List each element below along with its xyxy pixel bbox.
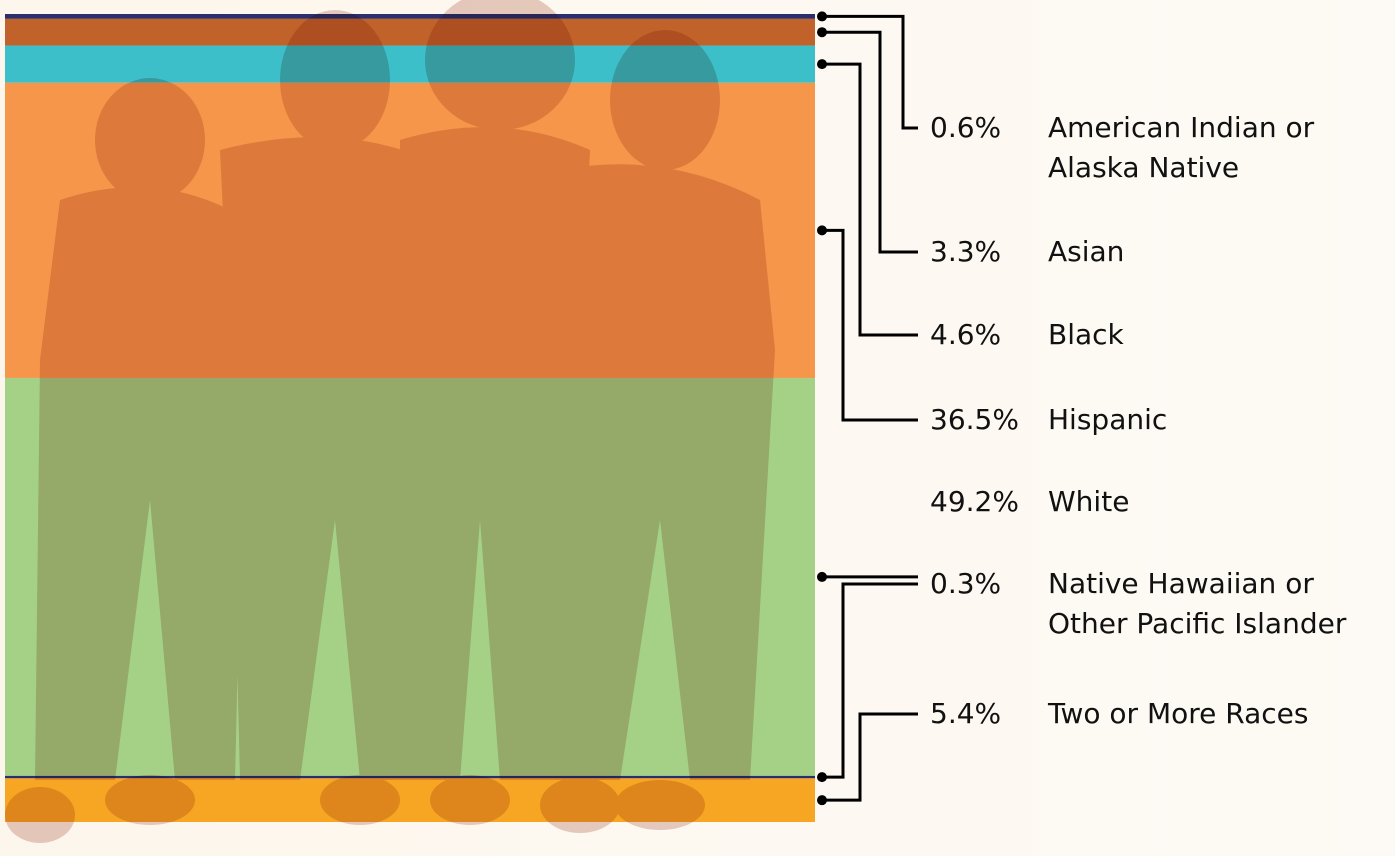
category-label: White <box>1048 482 1383 522</box>
value-label: 4.6% <box>930 315 1001 355</box>
page: (() => { const data = JSON.parse(documen… <box>0 0 1395 856</box>
category-label: Hispanic <box>1048 400 1383 440</box>
connectors <box>817 11 918 805</box>
connector-line <box>822 230 918 420</box>
category-label: Two or More Races <box>1048 694 1383 734</box>
value-label: 49.2% <box>930 482 1019 522</box>
category-label: Asian <box>1048 232 1383 272</box>
value-label: 36.5% <box>930 400 1019 440</box>
connector-line <box>822 714 918 800</box>
category-label: Native Hawaiian or Other Pacific Islande… <box>1048 564 1383 644</box>
bar-segment <box>5 14 815 19</box>
value-label: 0.3% <box>930 564 1001 604</box>
category-label: American Indian or Alaska Native <box>1048 108 1383 188</box>
value-label: 5.4% <box>930 694 1001 734</box>
category-label: Black <box>1048 315 1383 355</box>
value-label: 0.6% <box>930 108 1001 148</box>
connector-line <box>822 584 918 777</box>
value-label: 3.3% <box>930 232 1001 272</box>
